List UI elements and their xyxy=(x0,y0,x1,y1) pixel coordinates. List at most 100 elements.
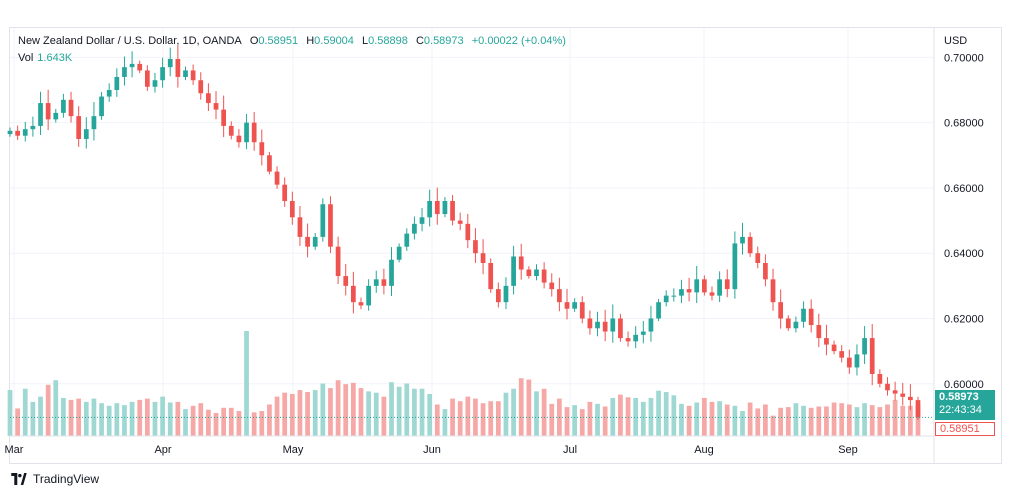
candle-body xyxy=(198,80,204,94)
volume-bar xyxy=(267,404,272,436)
volume-bar xyxy=(854,407,860,436)
candle-body xyxy=(144,70,150,87)
candle-body xyxy=(686,289,692,293)
candle-body xyxy=(22,129,28,136)
candle-body xyxy=(83,129,89,139)
volume-bar xyxy=(412,388,417,436)
volume-bar xyxy=(480,403,486,436)
symbol-legend: New Zealand Dollar / U.S. Dollar, 1D, OA… xyxy=(18,35,571,47)
candle-body xyxy=(724,279,730,290)
candle-body xyxy=(15,130,20,136)
candle-body xyxy=(404,233,410,247)
candle-body xyxy=(465,223,471,241)
volume-bar xyxy=(350,382,356,436)
candle-body xyxy=(862,338,867,355)
candle-body xyxy=(350,285,356,303)
volume-bar xyxy=(183,409,188,436)
volume-bar xyxy=(297,390,303,436)
candle-body xyxy=(221,109,227,126)
volume-bar xyxy=(244,331,249,436)
volume-bar xyxy=(518,378,524,436)
volume-bar xyxy=(877,407,883,436)
volume-bar xyxy=(572,405,578,436)
candle-body xyxy=(701,279,707,293)
volume-bar xyxy=(511,388,516,436)
candle-body xyxy=(495,289,501,303)
volume-bar xyxy=(640,401,646,436)
candle-body xyxy=(457,220,463,224)
x-tick-label: Mar xyxy=(5,444,24,456)
volume-bar xyxy=(862,403,867,436)
volume-bar xyxy=(709,401,715,436)
volume-bar xyxy=(488,401,494,436)
volume-bar xyxy=(755,408,761,436)
candle-body xyxy=(549,282,555,290)
volume-bar xyxy=(335,380,341,436)
open-label: O xyxy=(249,35,259,47)
volume-bar xyxy=(892,399,898,436)
candle-body xyxy=(389,259,394,286)
volume-bar xyxy=(908,405,913,436)
volume-bar xyxy=(839,403,845,436)
candle-body xyxy=(785,318,791,329)
candle-body xyxy=(572,302,578,309)
candle-body xyxy=(30,125,36,130)
candle-body xyxy=(206,93,211,104)
y-tick-label: 0.62000 xyxy=(944,313,984,325)
candle-body xyxy=(61,99,66,113)
volume-bar xyxy=(404,383,410,436)
volume-bar xyxy=(236,411,242,436)
candle-body xyxy=(91,116,97,130)
volume-bar xyxy=(312,390,318,436)
candle-body xyxy=(671,295,677,297)
volume-bar xyxy=(198,403,204,436)
candle-body xyxy=(99,96,104,117)
brand-name: TradingView xyxy=(33,472,100,486)
candle-body xyxy=(305,236,310,247)
candle-body xyxy=(717,279,722,296)
volume-bar xyxy=(114,403,120,436)
volume-bar xyxy=(61,397,66,436)
candle-body xyxy=(793,321,799,329)
candle-body xyxy=(289,200,295,218)
candle-body xyxy=(282,184,288,201)
volume-bar xyxy=(419,388,425,436)
candle-body xyxy=(808,308,814,326)
candle-body xyxy=(778,302,784,319)
volume-bar xyxy=(122,405,127,436)
volume-bar xyxy=(785,407,791,436)
candle-body xyxy=(656,302,661,319)
x-tick-label: Apr xyxy=(154,444,171,456)
volume-bar xyxy=(373,392,379,436)
close-label: C xyxy=(415,35,424,47)
candle-body xyxy=(244,122,249,143)
volume-label: Vol xyxy=(18,52,34,64)
volume-bar xyxy=(213,413,219,436)
candle-body xyxy=(831,344,837,352)
volume-bar xyxy=(549,403,555,436)
volume-bar xyxy=(671,395,677,436)
candle-body xyxy=(763,263,768,280)
candle-body xyxy=(335,246,341,277)
volume-bar xyxy=(343,384,349,436)
volume-bar xyxy=(274,396,280,436)
y-tick-label: 0.70000 xyxy=(944,52,984,64)
symbol-name[interactable]: New Zealand Dollar / U.S. Dollar, 1D, OA… xyxy=(18,35,242,47)
candle-body xyxy=(358,302,364,306)
volume-bar xyxy=(900,405,906,436)
volume-bar xyxy=(282,392,288,436)
candle-body xyxy=(640,331,646,335)
volume-bar xyxy=(724,404,730,436)
candle-body xyxy=(557,289,562,303)
candle-body xyxy=(167,59,173,68)
chart-frame xyxy=(9,27,1002,464)
volume-bar xyxy=(915,405,921,436)
candle-body xyxy=(297,217,303,237)
footer-brand[interactable]: TradingView xyxy=(10,472,99,486)
chart-canvas[interactable]: 0.70000 0.68000 0.66000 0.64000 0.62000 0.600… xyxy=(0,0,1012,470)
volume-bar xyxy=(328,388,333,436)
volume-bar xyxy=(457,401,463,436)
candle-body xyxy=(618,318,623,339)
volume-bar xyxy=(587,401,593,436)
low-value: 0.58898 xyxy=(368,35,408,47)
